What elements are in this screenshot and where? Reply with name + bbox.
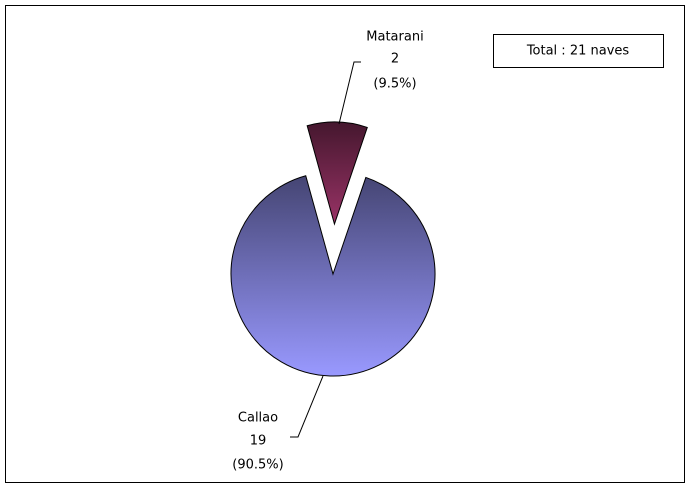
slice-label: Matarani <box>366 30 423 45</box>
value-label: 19 <box>250 434 267 449</box>
leader-line <box>338 61 361 125</box>
value-label: 2 <box>391 52 399 67</box>
percent-label: (90.5%) <box>232 458 283 473</box>
pie-slice <box>306 121 368 226</box>
percent-label: (9.5%) <box>373 77 416 92</box>
slice-label: Callao <box>238 411 278 426</box>
total-box <box>493 34 664 68</box>
leader-line <box>290 375 324 438</box>
annotation: Total : 21 naves <box>526 44 630 59</box>
pie-slice <box>230 175 436 377</box>
